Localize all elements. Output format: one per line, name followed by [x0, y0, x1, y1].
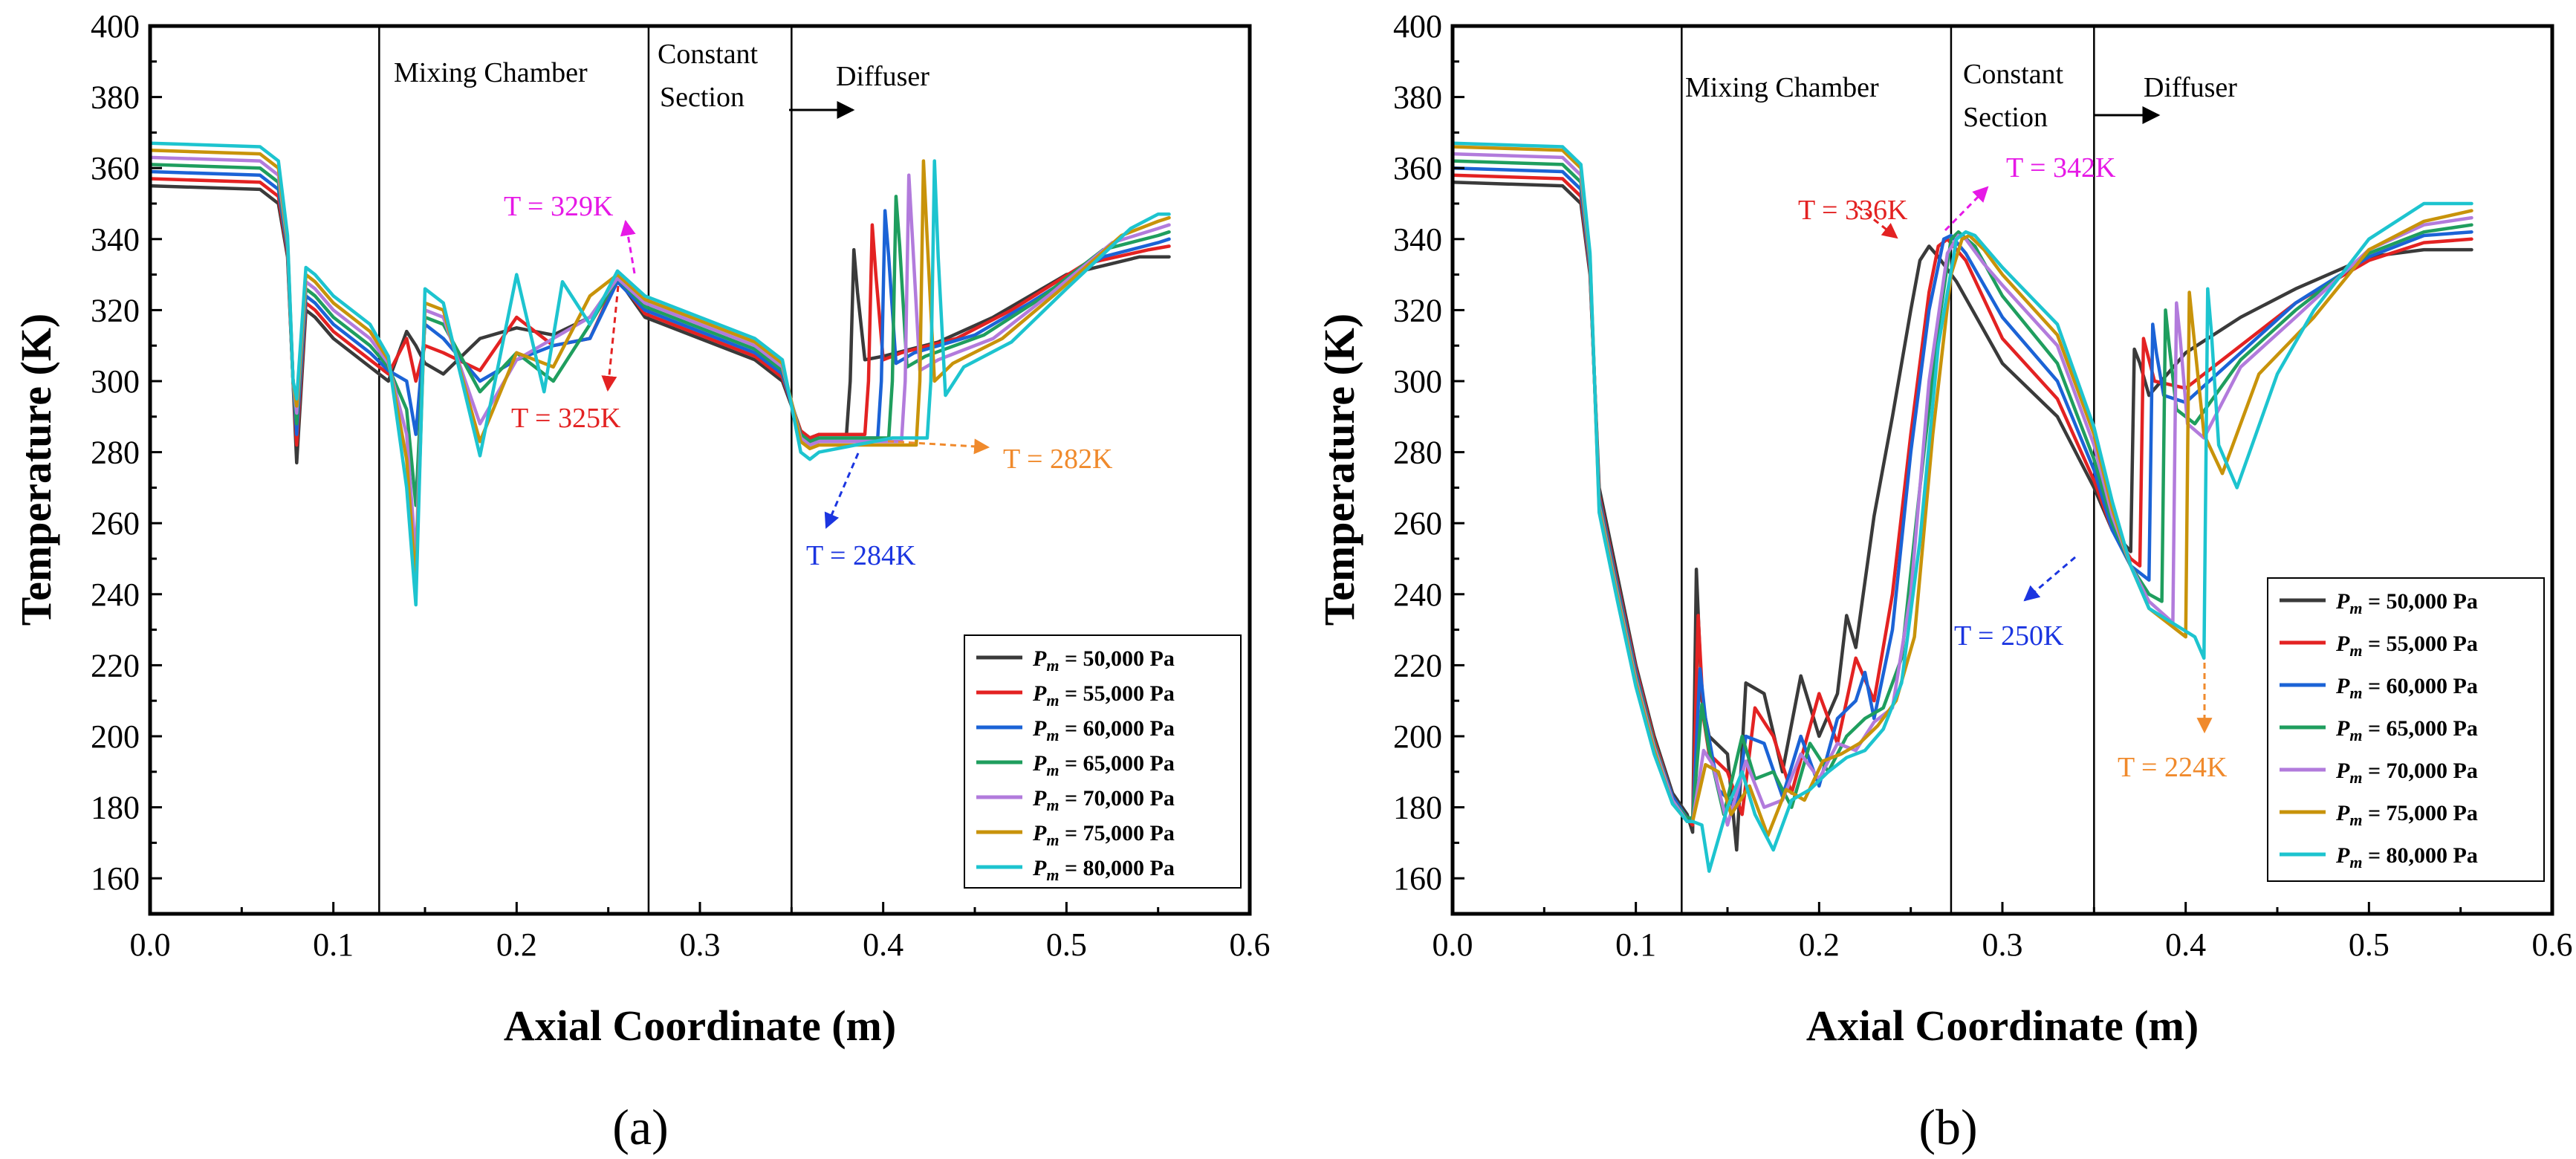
y-tick-label: 300: [1393, 363, 1442, 400]
annotation-336k-b: T = 336K: [1798, 195, 1908, 226]
legend-label-7: Pm = 80,000 Pa: [1032, 856, 1175, 884]
region-label-constant-b: Constant: [1963, 59, 2064, 90]
annotation-arrow-282k-a: [887, 438, 990, 455]
y-tick-label: 180: [1393, 790, 1442, 826]
x-tick-label: 0.6: [1230, 926, 1271, 963]
y-tick-label: 180: [91, 790, 140, 826]
y-tick-label: 280: [91, 435, 140, 471]
y-tick-label: 360: [91, 150, 140, 186]
y-tick-label: 280: [1393, 435, 1442, 471]
x-tick-label: 0.5: [2349, 926, 2390, 963]
x-tick-label: 0.2: [496, 926, 537, 963]
y-tick-label: 340: [1393, 221, 1442, 258]
x-tick-label: 0.1: [313, 926, 354, 963]
x-tick-label: 0.4: [863, 926, 903, 963]
x-tick-label: 0.4: [2165, 926, 2206, 963]
y-tick-label: 320: [91, 292, 140, 328]
annotation-329k-a: T = 329K: [504, 191, 614, 222]
x-tick-label: 0.3: [680, 926, 721, 963]
legend-label-4: Pm = 65,000 Pa: [1032, 751, 1175, 779]
y-tick-label: 200: [91, 718, 140, 755]
annotation-arrow-336k-b: [1857, 205, 1898, 239]
x-tick-label: 0.0: [130, 926, 171, 963]
x-tick-label: 0.0: [1433, 926, 1473, 963]
annotation-342k-b: T = 342K: [2006, 152, 2116, 184]
legend-box-b: [2267, 577, 2545, 882]
legend-label-6: Pm = 75,000 Pa: [2335, 801, 2478, 829]
legend-label-3: Pm = 60,000 Pa: [2335, 674, 2478, 702]
x-tick-label: 0.2: [1799, 926, 1840, 963]
annotation-250k-b: T = 250K: [1954, 620, 2064, 652]
annotation-282k-a: T = 282K: [1003, 444, 1113, 475]
y-tick-label: 400: [91, 8, 140, 45]
y-tick-label: 320: [1393, 292, 1442, 328]
panel-label-b: (b): [1918, 1099, 1977, 1155]
x-axis-title-b: Axial Coordinate (m): [1806, 1001, 2199, 1050]
region-label-diffuser-b: Diffuser: [2144, 72, 2237, 103]
y-tick-label: 220: [1393, 647, 1442, 684]
y-tick-label: 360: [1393, 150, 1442, 186]
legend-label-2: Pm = 55,000 Pa: [1032, 681, 1175, 710]
x-axis-title-a: Axial Coordinate (m): [504, 1001, 896, 1050]
y-tick-label: 300: [91, 363, 140, 400]
y-axis-title-b: Temperature (K): [1315, 314, 1363, 626]
y-tick-label: 160: [91, 860, 140, 897]
chart-panel-b: 0.0 0.1 0.2 0.3 0.4 0.5 0.6 160 180 200 220 240 260 2…: [1315, 8, 2573, 1155]
x-tick-label: 0.6: [2532, 926, 2573, 963]
legend-label-4: Pm = 65,000 Pa: [2335, 716, 2478, 744]
y-tick-label: 220: [91, 647, 140, 684]
region-label-mixing-chamber-a: Mixing Chamber: [394, 57, 588, 88]
y-tick-label: 380: [1393, 79, 1442, 116]
annotation-325k-a: T = 325K: [511, 403, 621, 434]
legend-label-5: Pm = 70,000 Pa: [2335, 759, 2478, 787]
region-label-section-a: Section: [660, 82, 744, 113]
y-axis-title-a: Temperature (K): [12, 314, 60, 626]
region-label-section-b: Section: [1963, 102, 2048, 133]
x-tick-label: 0.1: [1615, 926, 1656, 963]
series-line-5: [148, 155, 1171, 561]
y-tick-label: 160: [1393, 860, 1442, 897]
annotation-224k-b: T = 224K: [2118, 752, 2228, 783]
region-label-constant-a: Constant: [658, 39, 759, 70]
y-tick-label: 260: [1393, 505, 1442, 542]
annotation-arrow-284k-a: [824, 452, 860, 529]
x-tick-label: 0.5: [1046, 926, 1087, 963]
y-tick-label: 260: [91, 505, 140, 542]
y-tick-label: 240: [1393, 577, 1442, 613]
legend-label-3: Pm = 60,000 Pa: [1032, 716, 1175, 744]
annotation-284k-a: T = 284K: [806, 540, 916, 571]
legend-label-5: Pm = 70,000 Pa: [1032, 786, 1175, 814]
y-tick-label: 200: [1393, 718, 1442, 755]
panel-label-a: (a): [612, 1099, 668, 1155]
series-line-7: [148, 141, 1171, 607]
legend-label-1: Pm = 50,000 Pa: [2335, 589, 2478, 617]
y-tick-label: 400: [1393, 8, 1442, 45]
y-tick-label: 240: [91, 577, 140, 613]
annotation-arrow-329k-a: [620, 219, 636, 274]
region-label-diffuser-a: Diffuser: [836, 61, 929, 92]
legend-label-1: Pm = 50,000 Pa: [1032, 646, 1175, 675]
annotation-arrow-325k-a: [601, 285, 620, 392]
legend-label-2: Pm = 55,000 Pa: [2335, 632, 2478, 660]
x-tick-label: 0.3: [1982, 926, 2023, 963]
annotation-arrow-250k-b: [2023, 556, 2076, 602]
y-tick-label: 340: [91, 221, 140, 258]
series-line-7: [1450, 141, 2473, 873]
y-tick-label: 380: [91, 79, 140, 116]
legend-label-7: Pm = 80,000 Pa: [2335, 843, 2478, 871]
chart-panel-a: 0.0 0.1 0.2 0.3 0.4 0.5 0.6 160 180 200 220 240 260 2…: [12, 8, 1271, 1155]
legend-label-6: Pm = 75,000 Pa: [1032, 821, 1175, 849]
region-label-mixing-chamber-b: Mixing Chamber: [1685, 72, 1879, 103]
